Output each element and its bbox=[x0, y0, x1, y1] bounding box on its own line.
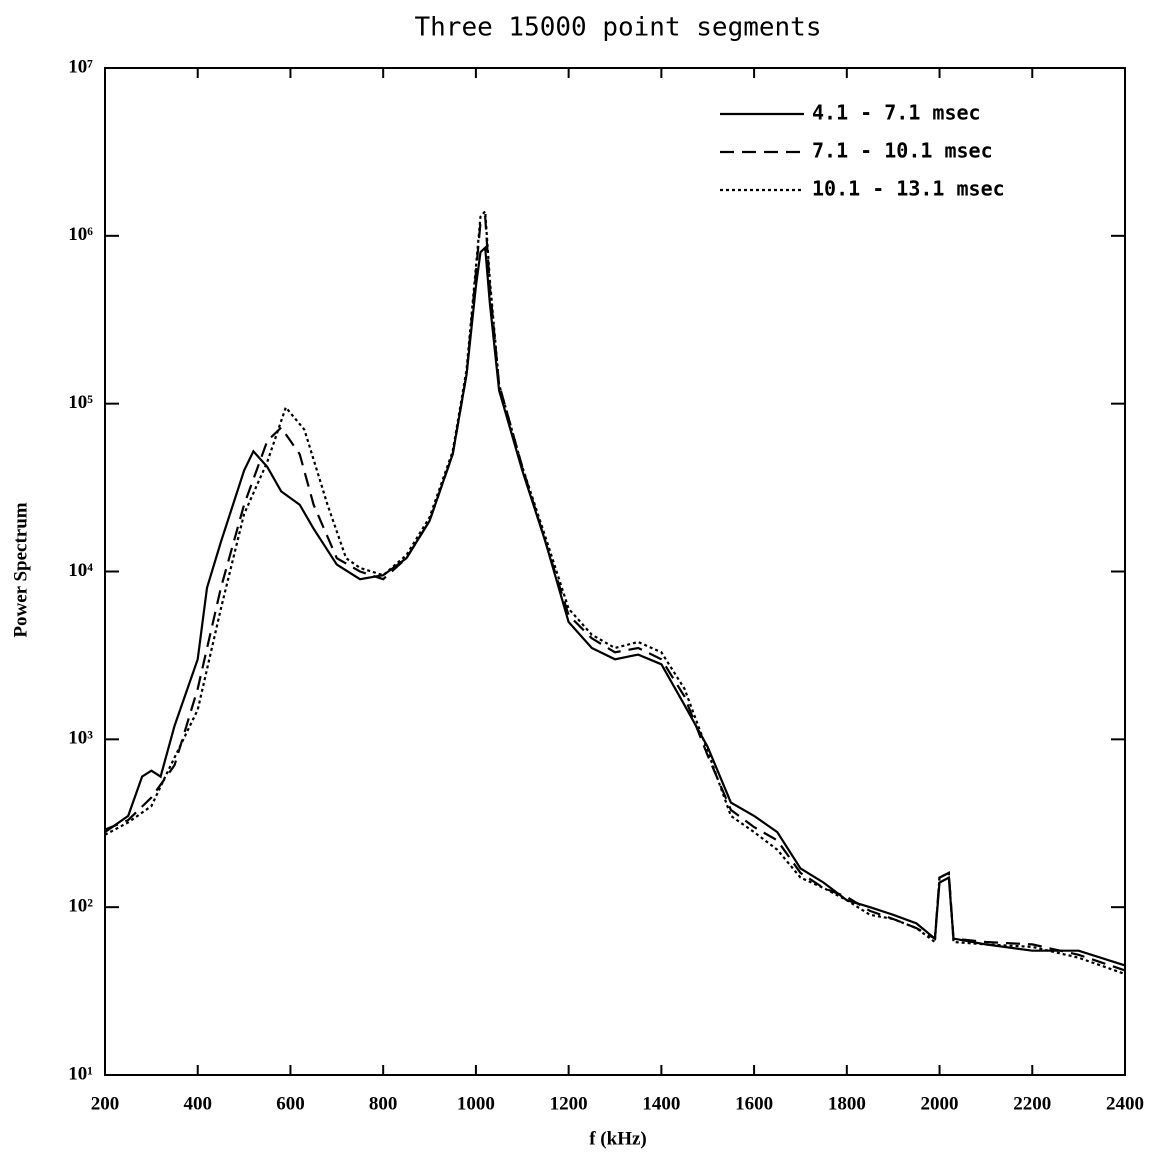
x-axis-label: f (kHz) bbox=[589, 1128, 647, 1149]
y-tick-label: 10¹ bbox=[68, 1063, 93, 1084]
x-tick-label: 2400 bbox=[1106, 1093, 1144, 1114]
x-tick-label: 1800 bbox=[828, 1093, 866, 1114]
y-tick-label: 10⁴ bbox=[68, 560, 93, 581]
x-tick-label: 1400 bbox=[642, 1093, 680, 1114]
y-tick-label: 10⁵ bbox=[68, 392, 93, 413]
x-tick-label: 1200 bbox=[550, 1093, 588, 1114]
legend-label: 10.1 - 13.1 msec bbox=[812, 177, 1005, 201]
x-tick-label: 200 bbox=[91, 1093, 120, 1114]
series-line bbox=[104, 245, 1126, 967]
y-tick-label: 10³ bbox=[68, 728, 93, 749]
x-tick-label: 2000 bbox=[921, 1093, 959, 1114]
x-tick-label: 2200 bbox=[1013, 1093, 1051, 1114]
legend-label: 7.1 - 10.1 msec bbox=[812, 139, 993, 163]
y-axis-label: Power Spectrum bbox=[10, 502, 31, 637]
x-tick-label: 800 bbox=[369, 1093, 398, 1114]
series-line bbox=[104, 213, 1126, 972]
y-tick-label: 10⁷ bbox=[68, 56, 93, 77]
y-tick-label: 10² bbox=[68, 896, 93, 917]
x-tick-label: 600 bbox=[276, 1093, 305, 1114]
chart-title: Three 15000 point segments bbox=[415, 13, 822, 43]
x-tick-label: 1000 bbox=[457, 1093, 495, 1114]
x-tick-label: 1600 bbox=[735, 1093, 773, 1114]
y-tick-label: 10⁶ bbox=[68, 224, 93, 245]
series-line bbox=[104, 208, 1126, 976]
x-tick-label: 400 bbox=[183, 1093, 212, 1114]
legend-label: 4.1 - 7.1 msec bbox=[812, 101, 981, 125]
